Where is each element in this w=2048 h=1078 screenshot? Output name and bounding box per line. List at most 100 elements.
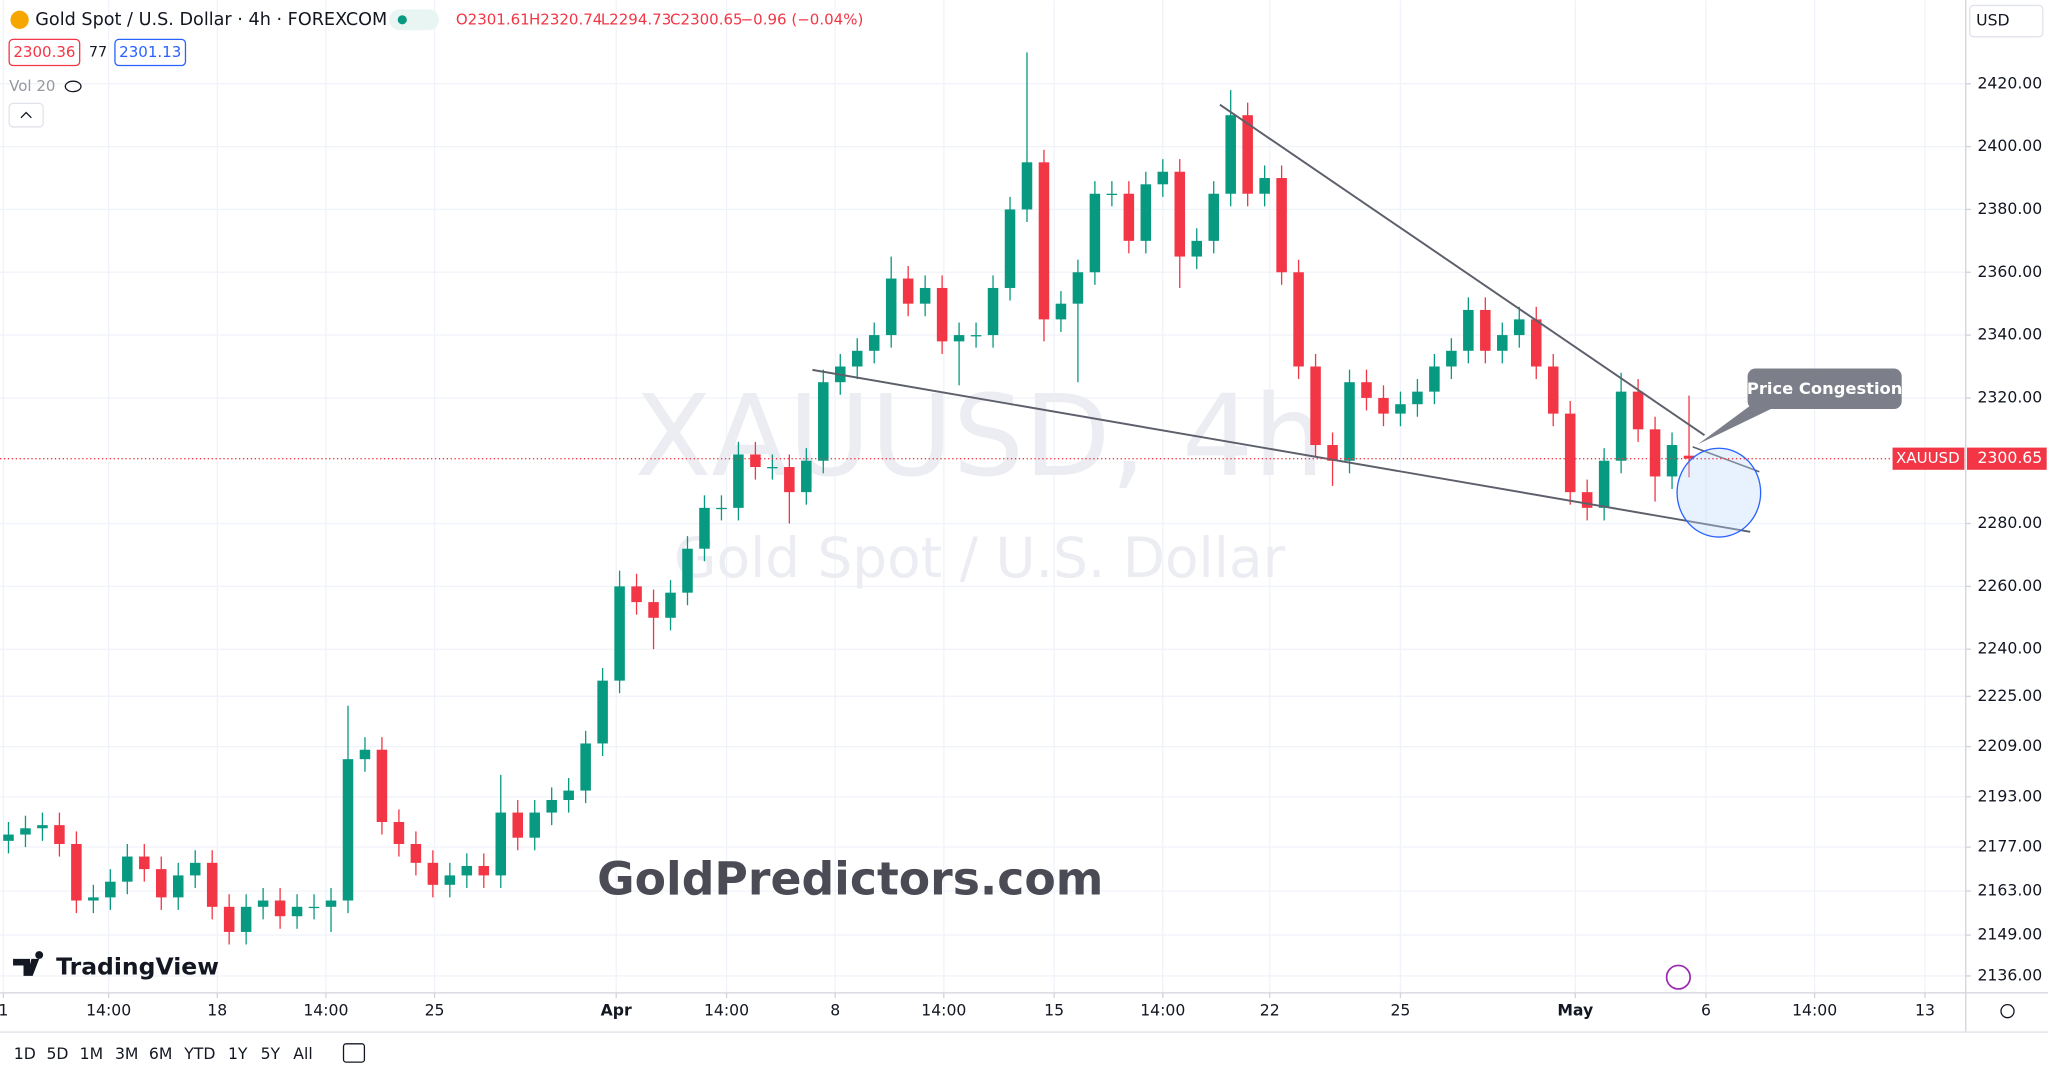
date-range-icon[interactable] (342, 1043, 366, 1063)
candle-body (1649, 429, 1661, 477)
candle-body (851, 350, 863, 367)
ohlc-low: L2294.73 (601, 10, 671, 28)
candle-body (1225, 115, 1236, 194)
x-tick-label: Apr (601, 1001, 632, 1020)
candle-body (919, 287, 931, 304)
last-price-box (1967, 447, 2047, 470)
callout-text: Price Congestion (1747, 379, 1902, 398)
overlay: 2420.00 2400.00 2380.00 2360.00 2340.00 2320.… (0, 73, 2047, 1063)
candle-body (71, 843, 82, 901)
candle-body (1395, 404, 1406, 414)
candle-body (122, 856, 133, 882)
candle-body (1021, 162, 1033, 210)
candle-body (801, 460, 812, 493)
highlight-circle (1676, 447, 1762, 538)
range-button[interactable]: YTD (183, 1044, 215, 1063)
y-tick-label: 2420.00 (1977, 73, 2042, 92)
range-button[interactable]: 1M (80, 1044, 103, 1063)
tradingview-icon (13, 951, 44, 976)
range-button[interactable]: 3M (115, 1044, 138, 1063)
x-tick-label: 22 (1260, 1001, 1280, 1020)
candle-body (1157, 171, 1169, 185)
x-tick-label: 25 (425, 1001, 445, 1020)
candle-body (37, 825, 48, 829)
candle-body (156, 869, 167, 898)
candle-body (614, 586, 625, 681)
trend-line (812, 368, 1751, 533)
candle-body (1208, 193, 1219, 241)
currency-button[interactable] (1968, 4, 2044, 38)
settings-icon[interactable] (2000, 1003, 2015, 1019)
candle-body (1293, 272, 1304, 367)
candle-body (563, 790, 574, 801)
candle-body (342, 759, 354, 901)
status-dot (397, 15, 407, 25)
spread: 77 (89, 44, 107, 60)
site-watermark: GoldPredictors.com (597, 852, 1103, 905)
range-button[interactable]: 5Y (261, 1044, 281, 1063)
candle-body (189, 862, 201, 876)
bid: 2300.36 (13, 43, 75, 61)
symbol[interactable]: Gold Spot / U.S. Dollar · 4h · FOREXCOM (35, 10, 387, 30)
candle-body (1123, 193, 1135, 241)
candle-body (1547, 366, 1559, 414)
candle-body (325, 900, 337, 907)
ask-box[interactable] (114, 38, 187, 67)
bid-box[interactable] (8, 38, 81, 67)
candle-body (818, 382, 829, 461)
range-button[interactable]: 6M (149, 1044, 172, 1063)
range-button[interactable]: 5D (46, 1044, 68, 1063)
callout-pointer (1697, 399, 1779, 445)
x-tick-label: 18 (207, 1001, 227, 1020)
ohlc-change: −0.96 (−0.04%) (741, 10, 864, 28)
candle-body (20, 828, 31, 835)
candle-body (648, 602, 659, 618)
symbol-tag: XAUUSD (1896, 449, 1960, 467)
candle-body (1632, 391, 1644, 430)
candle-body (1344, 382, 1355, 461)
currency: USD (1976, 11, 2009, 30)
trend-line (1219, 103, 1706, 436)
candle-body (1038, 162, 1050, 320)
collapse-button[interactable] (8, 102, 44, 128)
candle-body (1683, 455, 1695, 459)
range-button[interactable]: 1D (14, 1044, 36, 1063)
candle-body (139, 856, 150, 870)
candle-body (461, 865, 473, 876)
candle-body (1361, 382, 1372, 398)
y-tick-label: 2360.00 (1977, 262, 2042, 281)
candle-body (291, 906, 303, 917)
hide-icon[interactable] (64, 80, 82, 93)
candle-body (868, 335, 880, 351)
candle-body (1378, 397, 1389, 414)
x-tick-label: 14:00 (1792, 1001, 1837, 1020)
candle-body (274, 900, 286, 917)
range-button[interactable]: All (293, 1044, 312, 1063)
candle-body (631, 586, 642, 603)
candle-body (1666, 445, 1678, 477)
candle-body (716, 507, 727, 510)
candle-body (1191, 240, 1203, 257)
x-tick-label: May (1557, 1001, 1593, 1020)
candle-body (1106, 193, 1118, 196)
candle-body (206, 862, 218, 907)
y-tick-label: 2177.00 (1977, 837, 2042, 856)
candle-body (936, 287, 948, 342)
candle-body (3, 834, 14, 841)
x-tick-label: 13 (1915, 1001, 1935, 1020)
ohlc-close: C2300.65 (670, 10, 743, 28)
candle-body (512, 812, 524, 838)
candle-body (1581, 492, 1593, 508)
y-tick-label: 2225.00 (1977, 686, 2042, 705)
candle-body (478, 865, 490, 876)
candle-body (767, 467, 778, 469)
candle-body (1140, 184, 1152, 241)
callout-box (1747, 368, 1902, 410)
event-icon[interactable] (1665, 964, 1691, 990)
candle-body (1530, 319, 1542, 367)
range-button[interactable]: 1Y (228, 1044, 248, 1063)
candle-body (172, 875, 184, 898)
candle-body (1310, 366, 1321, 446)
candle-body (1497, 335, 1508, 351)
